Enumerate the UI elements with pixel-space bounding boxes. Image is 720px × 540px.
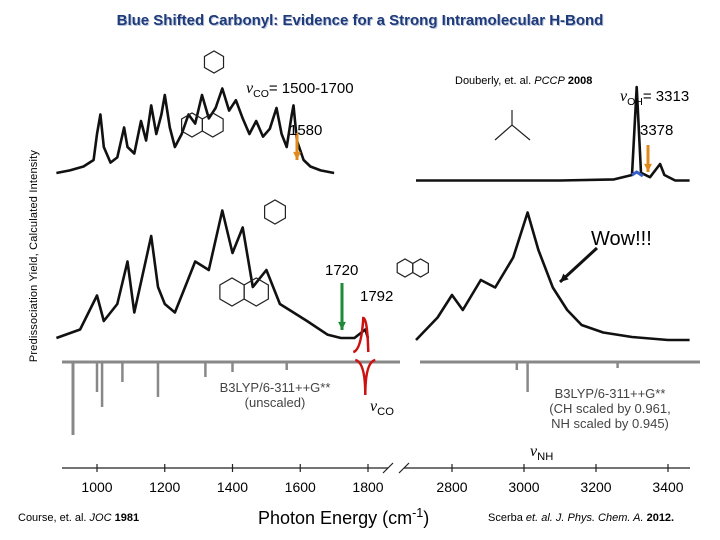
axis-break-1 <box>382 462 394 474</box>
series-line-2 <box>55 209 370 340</box>
x-tick-label-3: 1600 <box>285 479 316 495</box>
annotation-1792: 1792 <box>360 288 394 305</box>
experimental-co-peak <box>352 316 370 354</box>
citation-course: Course, et. al. JOC 1981 <box>18 512 140 524</box>
nu-co-calc-label: νCO <box>370 398 394 419</box>
annotation-1720: 1720 <box>325 262 359 279</box>
x-tick-label-6: 3000 <box>508 479 539 495</box>
annotation-wow: Wow!!! <box>591 228 652 250</box>
x-tick-label-4: 1800 <box>352 479 383 495</box>
molecule-naphthylamine <box>219 277 269 307</box>
arrow-wow-head <box>560 273 569 282</box>
x-tick-label-1: 1200 <box>149 479 180 495</box>
annotation-1580: 1580 <box>289 122 323 139</box>
x-tick-label-5: 2800 <box>436 479 467 495</box>
molecule-naphthyl-ketone <box>396 258 429 278</box>
x-tick-label-7: 3200 <box>580 479 611 495</box>
arrow-1720-head <box>338 321 346 330</box>
molecule-naphthyl-benzoate <box>181 112 224 138</box>
arrow-wow-shaft <box>558 246 599 284</box>
x-tick-label-8: 3400 <box>652 479 683 495</box>
axis-break-2 <box>398 462 410 474</box>
calc-label-left: B3LYP/6-311++G** (unscaled) <box>219 380 331 410</box>
molecule-phenyl <box>203 50 225 74</box>
calc-co-band <box>354 358 376 396</box>
blue-oh-marker <box>631 170 644 178</box>
citation-scerba: Scerba et. al. J. Phys. Chem. A. 2012. <box>488 512 675 524</box>
arrow-3378-head <box>644 163 652 172</box>
x-tick-label-2: 1400 <box>217 479 248 495</box>
chart-title: Blue Shifted Carbonyl: Evidence for a St… <box>116 12 604 29</box>
nu-nh-calc-label: νNH <box>530 443 554 464</box>
molecule-phenyl-2 <box>264 199 286 225</box>
molecule-isopropanol <box>494 110 531 141</box>
series-line-1 <box>416 85 690 182</box>
series-line-3 <box>415 211 690 342</box>
annotation-3378: 3378 <box>640 122 674 139</box>
x-tick-label-0: 1000 <box>81 479 112 495</box>
citation-douberly: Douberly, et. al. PCCP 2008 <box>455 75 593 87</box>
nu-co-range-label: νCO= 1500-1700 <box>246 80 354 100</box>
series-line-0 <box>56 87 335 175</box>
calc-label-right: B3LYP/6-311++G** (CH scaled by 0.961, NH… <box>549 386 671 431</box>
nu-oh-label: νOH= 3313 <box>620 88 690 108</box>
x-axis-label: Photon Energy (cm-1) <box>258 506 430 528</box>
arrow-1580-head <box>293 151 301 160</box>
